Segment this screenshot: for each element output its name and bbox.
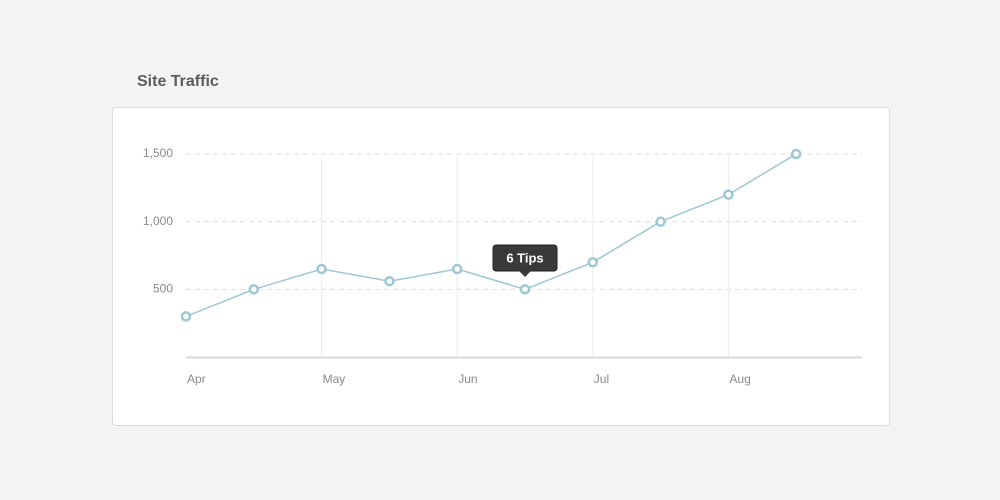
y-tick-label: 1,500 (143, 146, 173, 160)
x-tick-label: Jul (594, 372, 609, 386)
point (655, 216, 666, 227)
point (790, 148, 802, 160)
x-tick-label: Apr (187, 372, 206, 386)
point (180, 311, 192, 322)
tooltip-arrow (519, 271, 531, 277)
point (316, 263, 327, 275)
x-tick-label: Jun (458, 372, 477, 386)
x-tick-label: Aug (729, 372, 750, 386)
tooltip: 6 Tips (492, 244, 558, 277)
tooltip-text: 6 Tips (506, 250, 543, 265)
x-tick-label: May (323, 372, 346, 386)
chart-title: Site Traffic (137, 73, 219, 90)
point (587, 257, 599, 268)
plot: 500 1,000 1,500 Apr May Jun Jul Aug (143, 146, 862, 386)
y-tick-label: 500 (153, 282, 173, 296)
line (185, 153, 797, 318)
point (519, 284, 531, 295)
point (384, 275, 395, 287)
point (248, 284, 260, 295)
y-tick-label: 1,000 (143, 214, 173, 228)
point (451, 263, 463, 275)
point (723, 189, 734, 200)
